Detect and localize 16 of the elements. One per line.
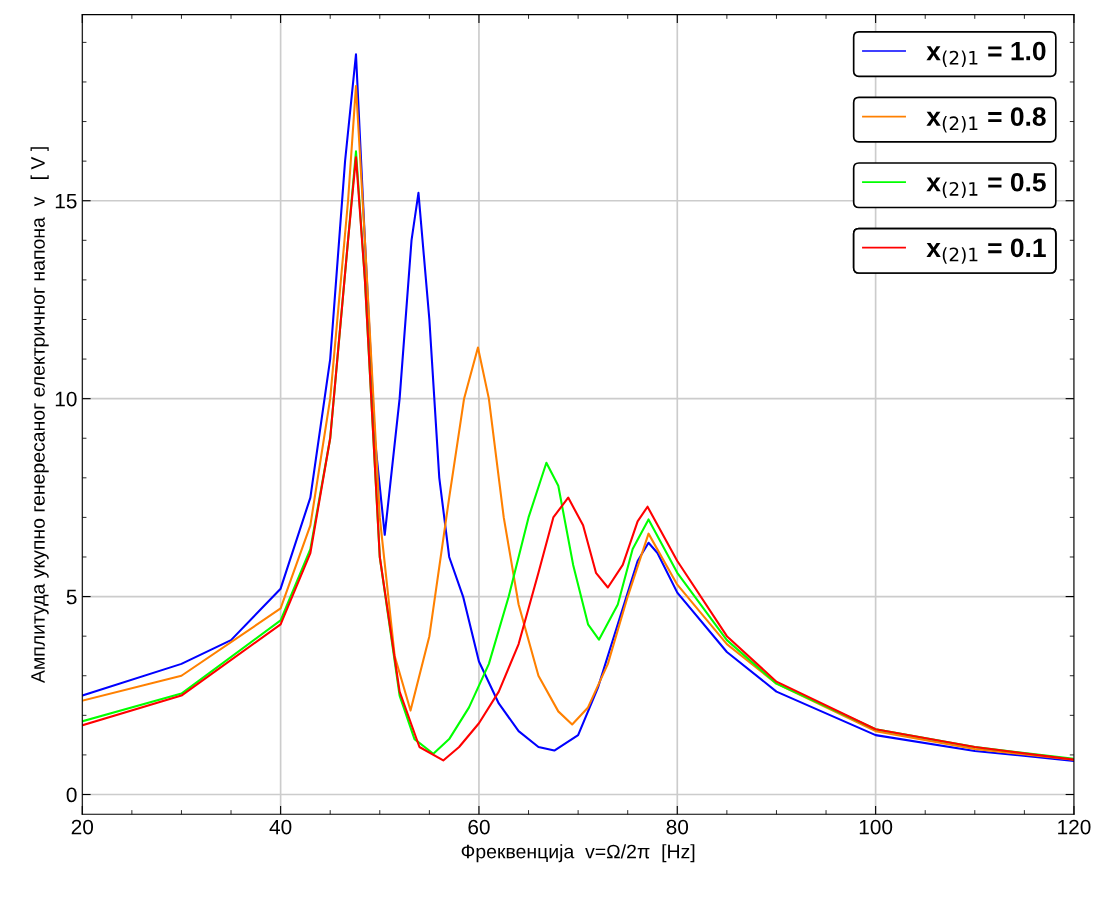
legend-label: x$_{(2)1}$ = 0.1 [926, 238, 1046, 264]
x-tick-label: 80 [666, 819, 689, 835]
x-axis-title: Фреквенција v=Ω/2π [Hz] [461, 844, 695, 863]
x-tick-label: 120 [1058, 819, 1091, 835]
legend-label: x$_{(2)1}$ = 0.8 [926, 107, 1046, 133]
y-tick-label: 0 [66, 787, 77, 803]
x-tick-label: 60 [468, 819, 490, 835]
y-tick-label: 5 [66, 589, 77, 605]
y-tick-label: 15 [55, 193, 77, 209]
y-tick-label: 10 [55, 391, 77, 407]
x-tick-label: 100 [859, 819, 893, 835]
y-axis-title: Амплитуда укупно генересаног електричног напона v [ V ] [30, 147, 49, 684]
legend-label: x$_{(2)1}$ = 1.0 [926, 41, 1046, 67]
x-tick-label: 40 [269, 819, 292, 835]
x-tick-label: 20 [71, 819, 94, 835]
legend-label: x$_{(2)1}$ = 0.5 [926, 172, 1046, 199]
